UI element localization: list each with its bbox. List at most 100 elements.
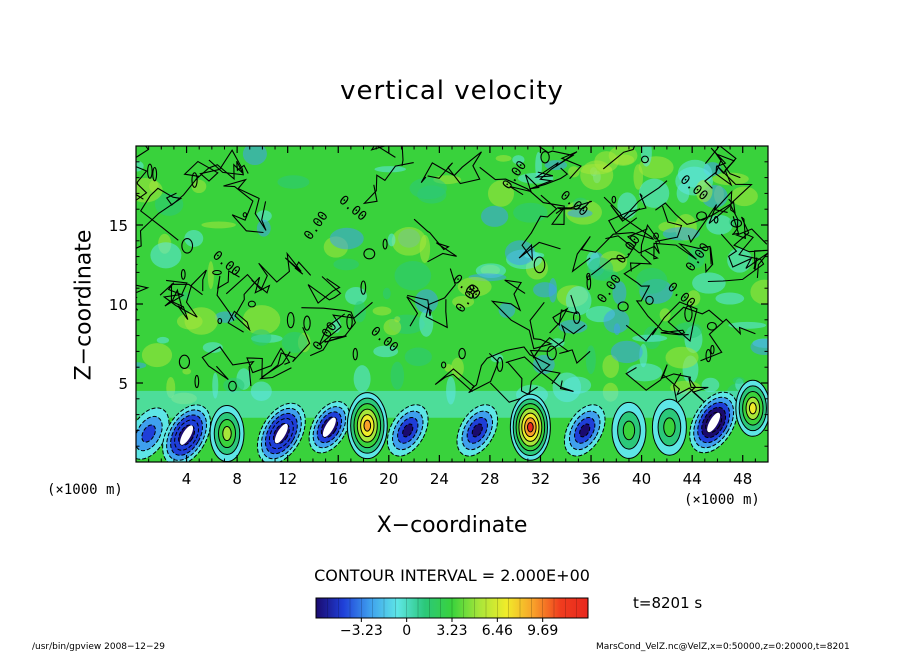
turbulence-patch [594, 151, 619, 173]
x-tick-label: 24 [430, 470, 449, 488]
turbulence-patch [201, 221, 236, 229]
y-axis: 5 10 15 [109, 161, 768, 447]
contour-closed [217, 317, 223, 325]
footer-program-date: /usr/bin/gpview 2008−12−29 [32, 642, 166, 652]
cell-contour [402, 423, 414, 438]
turbulence-patch [251, 329, 272, 346]
contour-line [704, 146, 753, 204]
contour-line [707, 232, 765, 283]
x-tick-label: 12 [278, 470, 297, 488]
cell-contour [141, 424, 156, 443]
turbulence-patch [706, 214, 733, 235]
turbulence-patch [533, 282, 557, 298]
turbulence-patch [612, 280, 627, 305]
contour-closed [546, 345, 557, 361]
x-tick-label: 40 [632, 470, 651, 488]
turbulence-patch [256, 219, 271, 237]
colorbar: −3.23 0 3.23 6.46 9.69 [315, 597, 589, 639]
turbulence-patch [390, 361, 405, 390]
contour-line [590, 228, 648, 276]
contour-closed [645, 295, 654, 305]
contour-line [518, 194, 561, 262]
contour-closed [653, 232, 659, 240]
contour-line [136, 263, 150, 311]
turbulence-patch [676, 183, 690, 203]
contour-closed [540, 151, 550, 164]
turbulence-patch [701, 377, 720, 393]
cell-contour [471, 423, 483, 438]
contour-line [307, 276, 342, 304]
contour-lines [136, 146, 768, 407]
contour-line [602, 146, 636, 170]
footer-file-info: MarsCond_VelZ.nc@VelZ,x=0:50000,z=0:2000… [596, 642, 850, 652]
colorbar-tick-label: 0 [402, 623, 411, 639]
turbulence-patch [373, 345, 399, 358]
turbulence-patch [610, 340, 643, 364]
turbulence-patch [568, 166, 580, 178]
contour-closed [382, 238, 388, 250]
turbulence-patch [728, 321, 767, 329]
cell-core [707, 412, 721, 433]
turbulence-patch [687, 247, 706, 268]
turbulence-patch [495, 155, 512, 162]
turbulence-patch [409, 177, 447, 200]
colorbar-tick-label: 9.69 [527, 623, 558, 639]
contour-line [223, 178, 267, 234]
turbulence-patch [242, 146, 267, 166]
contour-interval-label: CONTOUR INTERVAL = 2.000E+00 [314, 566, 590, 585]
x-unit-label-right: (×1000 m) [684, 492, 760, 508]
contour-line [225, 251, 312, 295]
contour-line [625, 364, 691, 391]
contour-line [258, 326, 311, 380]
turbulence-patch [184, 229, 204, 247]
turbulence-patch [382, 287, 391, 300]
contour-line [605, 205, 683, 254]
turbulence-patch [176, 313, 203, 330]
contour-line [479, 166, 592, 225]
turbulence-patch [404, 347, 432, 367]
contour-closed [228, 380, 237, 392]
turbulence-patch [353, 365, 371, 393]
contour-line [644, 242, 714, 274]
contour-closed [346, 313, 353, 330]
contour-line [623, 262, 689, 336]
turbulence-patch [383, 319, 402, 336]
x-tick-label: 20 [379, 470, 398, 488]
colorbar-tick-label: 3.23 [436, 623, 467, 639]
turbulence-patch [659, 308, 671, 322]
contour-closed [458, 347, 466, 360]
turbulence-patch [391, 226, 427, 256]
turbulence-patch [512, 155, 525, 165]
turbulence-patch [372, 306, 392, 316]
contour-closed [705, 349, 712, 363]
contour-closed [194, 374, 200, 389]
contour-line [529, 146, 575, 190]
cell-contour [663, 417, 676, 438]
contour-closed [586, 275, 592, 291]
contour-closed [178, 354, 191, 369]
cell-contour [527, 422, 534, 433]
contour-closed [706, 321, 717, 331]
x-axis: 4 8 12 16 20 24 28 32 36 40 44 48 [148, 146, 756, 488]
turbulence-patch [154, 192, 184, 216]
x-tick-label: 44 [683, 470, 702, 488]
contour-closed [440, 361, 447, 369]
turbulence-patch [374, 166, 407, 173]
contour-closed [191, 172, 198, 188]
turbulence-patch [457, 277, 492, 297]
turbulence-patch [207, 261, 214, 290]
turbulence-patch [136, 362, 147, 369]
contour-line [136, 187, 183, 249]
turbulence-patch [156, 336, 170, 344]
contour-line [159, 282, 203, 320]
contour-closed [617, 301, 629, 312]
contour-closed [152, 166, 158, 182]
contour-line [420, 151, 482, 185]
x-tick-label: 4 [182, 470, 192, 488]
y-axis-label: Z−coordinate [71, 229, 97, 381]
contour-line [509, 167, 569, 196]
x-tick-label: 32 [531, 470, 550, 488]
turbulence-patch [504, 240, 536, 266]
contour-closed [572, 311, 581, 324]
contour-closed [710, 344, 715, 355]
